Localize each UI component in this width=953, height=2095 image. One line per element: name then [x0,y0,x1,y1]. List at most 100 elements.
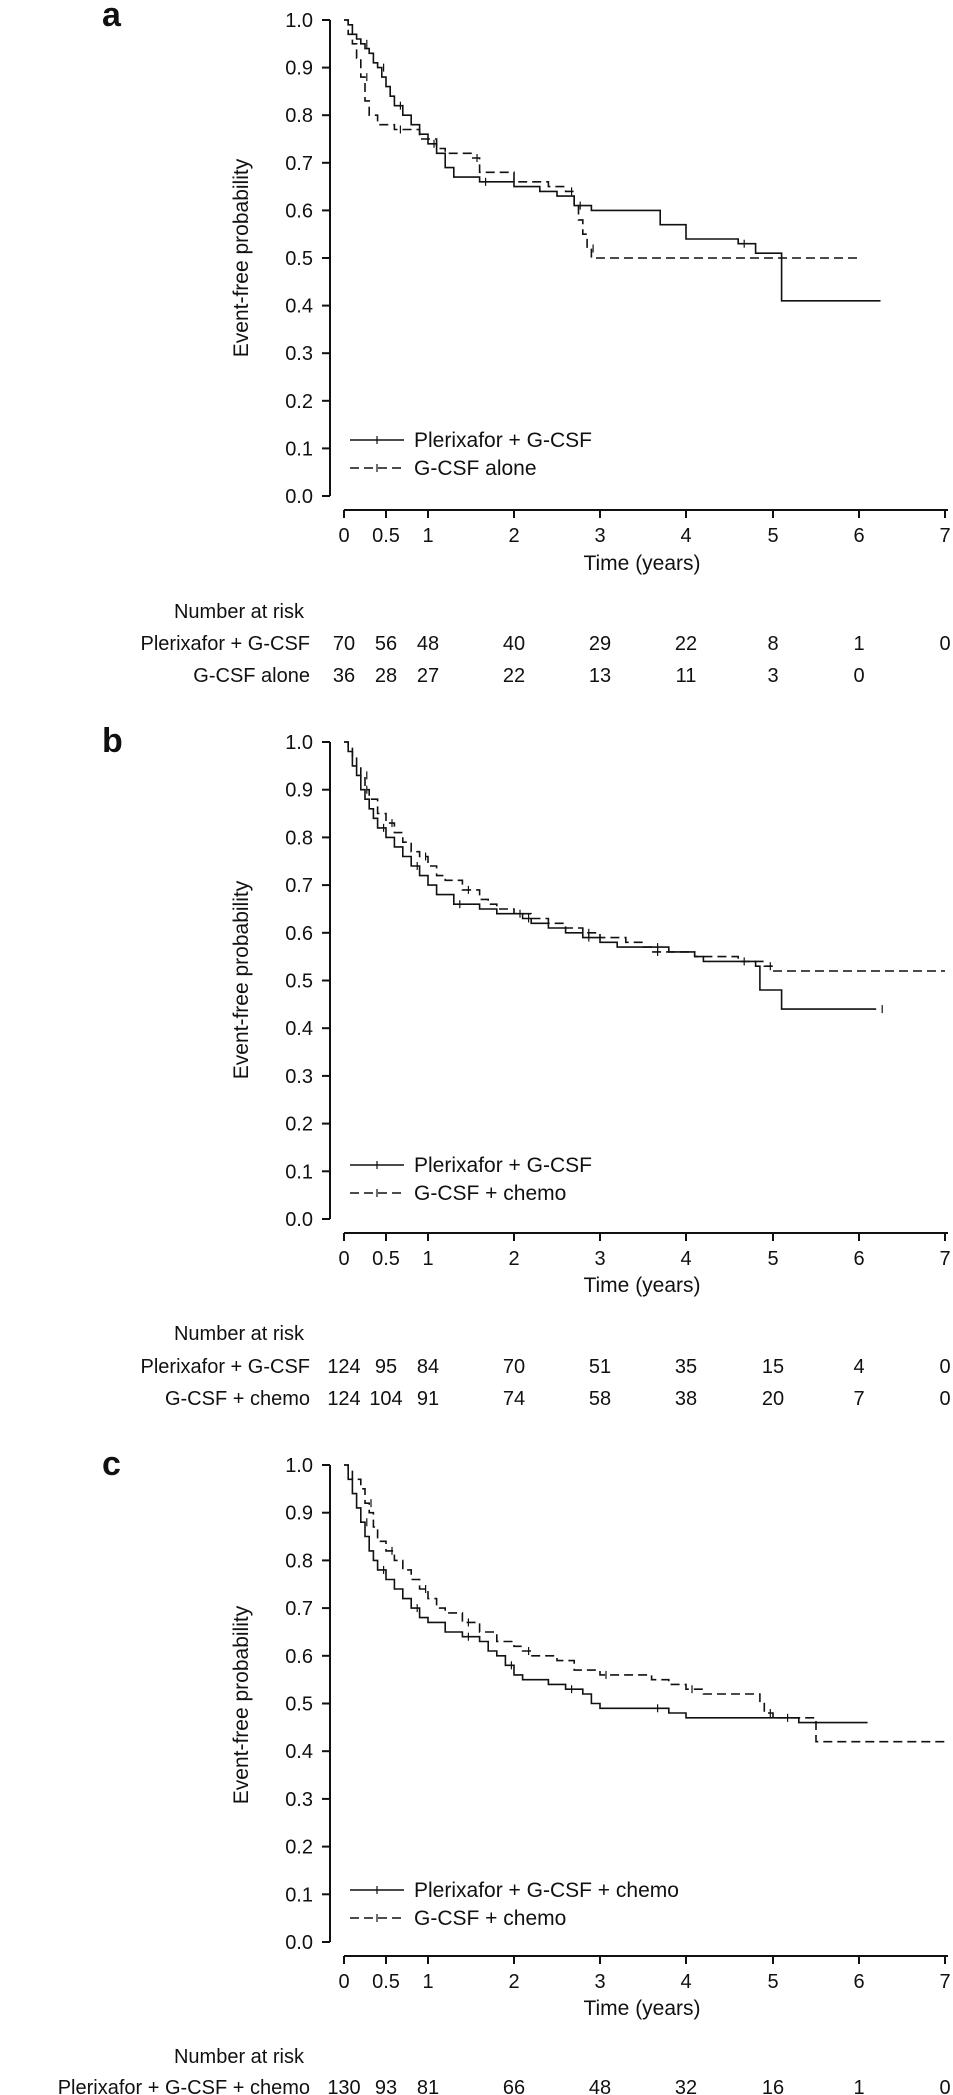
risk-value: 13 [589,665,611,687]
x-tick-label: 1 [422,1971,433,1993]
y-tick-label: 0.1 [285,1161,313,1183]
x-tick-label: 1 [422,525,433,547]
legend-label: G-CSF + chemo [414,1182,566,1205]
y-tick-label: 0.5 [285,1694,313,1716]
risk-value: 104 [369,1388,402,1410]
y-axis-label: Event-free probability [230,158,253,357]
risk-row-label: G-CSF alone [193,665,310,687]
x-tick-label: 0.5 [372,1971,400,1993]
y-axis-label: Event-free probability [230,1605,253,1804]
panel-b: b0.00.10.20.30.40.50.60.70.80.91.00 0.5 1 2… [102,722,951,1410]
y-tick-label: 0.3 [285,1066,313,1088]
y-tick-label: 0.4 [285,1741,313,1763]
x-tick-label: 4 [680,1971,691,1993]
risk-value: 124 [327,1356,360,1378]
series-line-plerixafor [344,741,877,1010]
risk-value: 15 [762,1356,784,1378]
risk-value: 38 [675,1388,697,1410]
legend-label: G-CSF + chemo [414,1907,566,1930]
x-tick-label: 2 [508,525,519,547]
y-tick-label: 0.0 [285,1932,313,1954]
risk-row-label: G-CSF + chemo [165,1388,310,1410]
series-line-comparator [344,741,945,972]
y-tick-label: 0.4 [285,1018,313,1040]
x-axis-label: Time (years) [583,1274,700,1297]
x-tick-label: 2 [508,1971,519,1993]
x-tick-label: 0.5 [372,1248,400,1270]
y-tick-label: 0.0 [285,1209,313,1231]
risk-value: 7 [853,1388,864,1410]
risk-value: 4 [853,1356,864,1378]
x-tick-label: 5 [767,1248,778,1270]
panel-a: a 0.0 0.1 0.2 0.3 0.4 0.5 0.6 0.7 0.8 0.9 1.0 0 0.5 1 2… [102,0,951,687]
risk-value: 84 [417,1356,439,1378]
risk-value: 40 [503,633,525,655]
y-tick-label: 0.3 [285,1789,313,1811]
y-tick-label: 0.9 [285,780,313,802]
risk-value: 95 [375,1356,397,1378]
legend-label: Plerixafor + G-CSF [414,429,592,452]
risk-value: 32 [675,2077,697,2095]
x-tick-label: 2 [508,1248,519,1270]
y-tick-label: 0.2 [285,1837,313,1859]
risk-value: 0 [853,665,864,687]
risk-row-label: Plerixafor + G-CSF [141,633,310,655]
y-tick-label: 0.9 [285,1503,313,1525]
x-tick-label: 1 [422,1248,433,1270]
x-axis-label: Time (years) [583,552,700,575]
y-tick-label: 0.1 [285,438,313,460]
y-tick-label: 1.0 [285,732,313,754]
y-tick-label: 0.8 [285,105,313,127]
risk-value: 8 [767,633,778,655]
risk-value: 1 [853,2077,864,2095]
risk-value: 81 [417,2077,439,2095]
legend-label: Plerixafor + G-CSF + chemo [414,1879,679,1902]
x-tick-label: 3 [594,1248,605,1270]
x-tick-label: 0 [338,1248,349,1270]
x-tick-label: 4 [680,525,691,547]
risk-value: 58 [589,1388,611,1410]
y-tick-label: 0.6 [285,923,313,945]
y-tick-label: 0.8 [285,827,313,849]
risk-value: 22 [503,665,525,687]
x-tick-label: 3 [594,525,605,547]
risk-value: 20 [762,1388,784,1410]
risk-value: 28 [375,665,397,687]
risk-value: 48 [417,633,439,655]
risk-value: 124 [327,1388,360,1410]
risk-value: 1 [853,633,864,655]
risk-value: 27 [417,665,439,687]
x-tick-label: 6 [853,1248,864,1270]
series-line-plerixafor [344,1464,868,1724]
risk-value: 16 [762,2077,784,2095]
risk-value: 22 [675,633,697,655]
risk-value: 0 [939,2077,950,2095]
y-tick-label: 0.7 [285,875,313,897]
series-line-plerixafor [344,19,881,302]
risk-value: 51 [589,1356,611,1378]
panel-letter: a [102,0,122,34]
series-line-comparator [344,1464,945,1743]
panel-c: c 0.0 0.1 0.2 0.3 0.4 0.5 0.6 0.7 0.8 0.9 1.0 0 0.5 1 2… [58,1445,951,2095]
risk-value: 0 [939,1356,950,1378]
y-tick-label: 0.0 [285,486,313,508]
x-tick-label: 7 [939,1971,950,1993]
x-axis-label: Time (years) [583,1997,700,2020]
panel-letter: b [102,722,123,760]
risk-value: 36 [333,665,355,687]
risk-value: 48 [589,2077,611,2095]
x-tick-label: 0 [338,525,349,547]
risk-value: 0 [939,1388,950,1410]
x-tick-label: 5 [767,1971,778,1993]
risk-value: 91 [417,1388,439,1410]
y-tick-label: 0.8 [285,1550,313,1572]
x-tick-label: 5 [767,525,778,547]
y-tick-label: 1.0 [285,10,313,32]
x-tick-label: 6 [853,1971,864,1993]
y-tick-label: 0.5 [285,971,313,993]
y-tick-label: 0.5 [285,248,313,270]
risk-row-label: Plerixafor + G-CSF [141,1356,310,1378]
risk-value: 11 [676,665,697,687]
risk-title: Number at risk [174,601,305,623]
risk-title: Number at risk [174,1323,305,1345]
